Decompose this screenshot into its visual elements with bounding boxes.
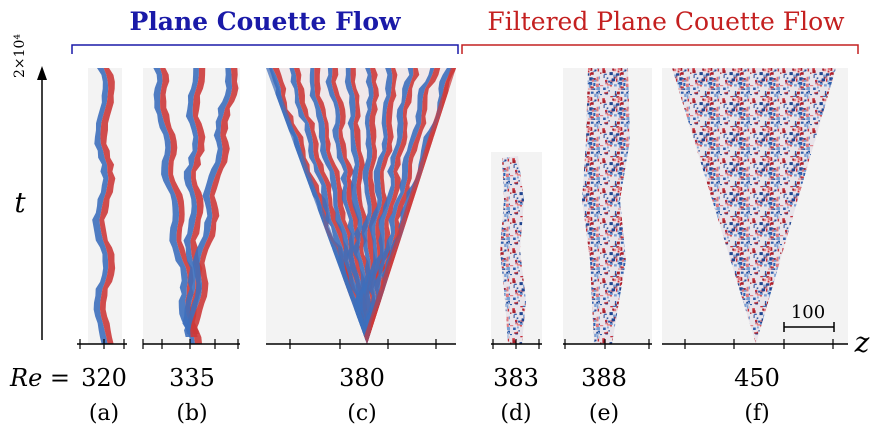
streak-red xyxy=(331,68,374,344)
left-bracket xyxy=(71,44,459,54)
re-value: 380 xyxy=(339,364,385,392)
re-value: 320 xyxy=(81,364,127,392)
re-value: 383 xyxy=(493,364,539,392)
streak-blue xyxy=(309,68,369,344)
streak-blue xyxy=(184,68,233,337)
z-label: z xyxy=(854,326,870,359)
t-label: t xyxy=(14,186,26,219)
streak-blue xyxy=(360,68,414,344)
streak-blue xyxy=(344,68,368,344)
re-value: 335 xyxy=(169,364,215,392)
t-arrow xyxy=(37,66,47,80)
scale-bar xyxy=(783,322,835,332)
streak-blue xyxy=(92,68,109,344)
panel-label: (d) xyxy=(500,401,531,426)
re-value: 388 xyxy=(581,364,627,392)
streak-red xyxy=(190,68,239,337)
t-scale: 2×10⁴ xyxy=(12,34,28,78)
panel-label: (a) xyxy=(89,401,119,426)
streak-blue xyxy=(363,68,435,344)
panel-label: (e) xyxy=(589,401,619,426)
streak-blue xyxy=(153,68,194,334)
re-value: 450 xyxy=(734,364,780,392)
re-label: Re = xyxy=(9,364,70,392)
streak-red xyxy=(99,68,116,344)
scale-bar-label: 100 xyxy=(791,302,825,323)
streak-red xyxy=(160,68,199,334)
panel-label: (f) xyxy=(744,401,769,426)
space-time-plots xyxy=(88,68,848,344)
streak-blue xyxy=(289,68,367,344)
right-bracket xyxy=(461,44,859,54)
left-title: Plane Couette Flow xyxy=(129,7,402,36)
panel-label: (b) xyxy=(176,401,207,426)
panel-label: (c) xyxy=(347,401,377,426)
streak-blue xyxy=(325,68,369,344)
right-title: Filtered Plane Couette Flow xyxy=(487,7,845,36)
panel-axes: 320 (a) 335 (b) 380 (c) 383 (d) 388 (e) 450 (f) xyxy=(77,339,848,426)
streak-blue xyxy=(360,68,393,344)
streak-red xyxy=(189,68,206,344)
